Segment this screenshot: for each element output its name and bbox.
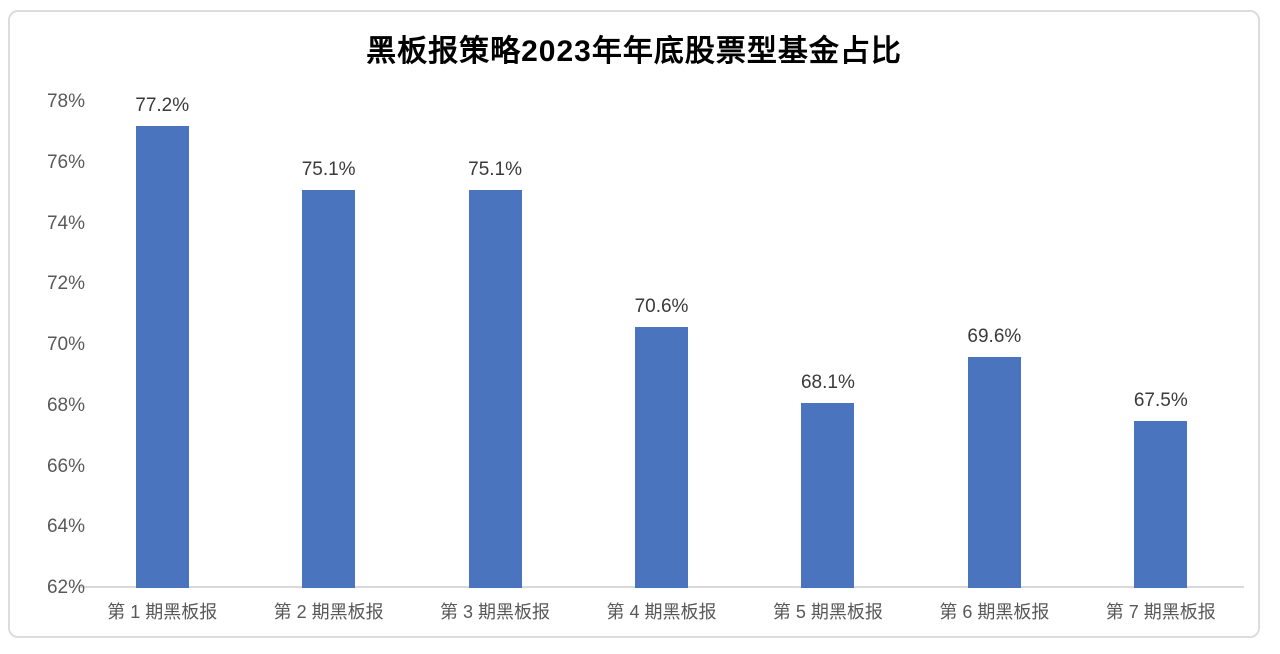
bar	[801, 402, 855, 588]
y-tick-label: 74%	[46, 212, 85, 234]
bar	[302, 190, 356, 588]
chart-title: 黑板报策略2023年年底股票型基金占比	[366, 35, 902, 68]
bar-value-label: 75.1%	[301, 159, 356, 181]
bar-value-label: 68.1%	[800, 371, 855, 393]
y-tick-label: 70%	[46, 334, 85, 355]
y-tick-label: 66%	[46, 455, 85, 477]
bar	[1134, 420, 1188, 588]
x-axis-category-label: 第 7 期黑板报	[1105, 602, 1216, 622]
bar	[468, 190, 522, 588]
y-tick-label: 78%	[46, 91, 85, 112]
x-axis-category-label: 第 5 期黑板报	[772, 602, 883, 622]
x-axis-category-label: 第 2 期黑板报	[273, 602, 384, 622]
bar	[635, 326, 688, 588]
bar	[135, 126, 189, 588]
x-axis-category-label: 第 6 期黑板报	[939, 602, 1050, 622]
y-tick-label: 76%	[46, 151, 85, 173]
bar-value-label: 69.6%	[967, 326, 1022, 348]
bar-value-label: 67.5%	[1133, 389, 1188, 411]
x-axis-category-label: 第 4 期黑板报	[606, 602, 717, 622]
y-tick-label: 62%	[46, 577, 85, 598]
x-axis-category-label: 第 1 期黑板报	[107, 602, 218, 622]
y-tick-label: 72%	[46, 273, 85, 295]
bar-value-label: 77.2%	[135, 95, 190, 117]
y-tick-label: 68%	[46, 394, 85, 416]
bar-value-label: 70.6%	[634, 295, 689, 317]
plot-area: 78% 76% 74% 72% 70% 68% 66% 64% 62% 77.2% 75.1% 75…	[10, 12, 1258, 636]
bar	[967, 357, 1021, 588]
chart-card: 黑板报策略2023年年底股票型基金占比 78% 76% 74% 72% 70% 68% 66…	[8, 10, 1260, 638]
y-tick-label: 64%	[46, 516, 85, 538]
bar-value-label: 75.1%	[468, 159, 522, 181]
x-axis-category-label: 第 3 期黑板报	[440, 602, 551, 622]
